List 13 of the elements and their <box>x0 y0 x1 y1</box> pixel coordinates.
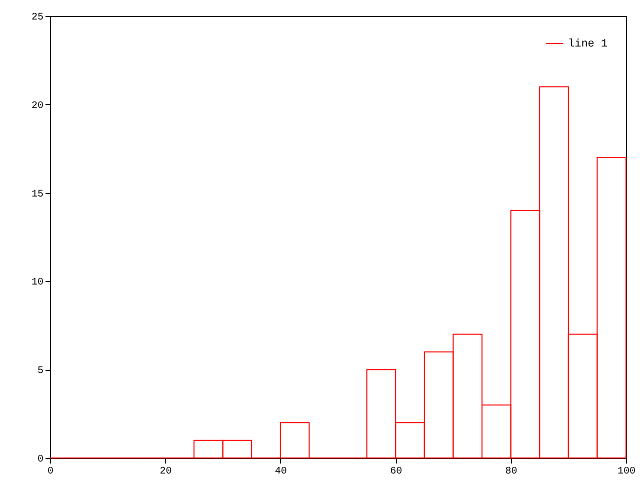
x-tick-label: 0 <box>47 466 54 478</box>
y-tick-label: 10 <box>31 278 44 289</box>
y-tick-label: 15 <box>31 189 44 200</box>
y-tick-label: 5 <box>37 366 44 378</box>
y-tick-label: 20 <box>31 100 44 112</box>
x-tick-label: 20 <box>160 466 172 478</box>
x-tick-label: 80 <box>505 466 518 478</box>
y-tick-label: 0 <box>37 454 44 466</box>
legend-label: line 1 <box>568 38 608 50</box>
x-tick-label: 40 <box>274 466 287 478</box>
x-tick-label: 100 <box>617 466 636 478</box>
y-tick-label: 25 <box>31 12 44 24</box>
x-tick-label: 60 <box>390 466 402 478</box>
